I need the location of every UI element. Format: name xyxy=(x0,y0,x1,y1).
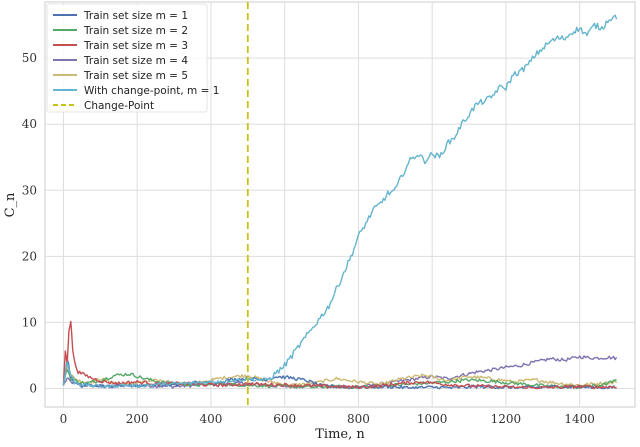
x-tick-label: 400 xyxy=(199,412,222,426)
y-tick-label: 0 xyxy=(29,382,37,396)
series-line-2 xyxy=(62,369,617,390)
legend: Train set size m = 1 Train set size m = 2… xyxy=(46,3,219,113)
series-line-6 xyxy=(62,14,618,389)
y-tick-label: 30 xyxy=(22,183,37,197)
x-tick-label: 200 xyxy=(126,412,149,426)
legend-box xyxy=(46,3,208,113)
legend-entry: Train set size m = 5 xyxy=(83,70,188,82)
series-layer xyxy=(62,14,618,390)
x-tick-label: 0 xyxy=(60,412,68,426)
legend-entry: With change-point, m = 1 xyxy=(84,85,219,97)
x-axis-label: Time, n xyxy=(315,427,365,442)
legend-entry: Change-Point xyxy=(84,100,154,112)
legend-entry: Train set size m = 4 xyxy=(83,55,188,67)
tick-labels: 0 200 400 600 800 1000 1200 1400 0 10 20 30 40 50 xyxy=(22,51,595,426)
x-tick-label: 600 xyxy=(273,412,296,426)
x-tick-label: 1200 xyxy=(491,412,522,426)
series-line-3 xyxy=(62,320,617,390)
y-tick-label: 10 xyxy=(22,315,37,329)
legend-entry: Train set size m = 1 xyxy=(83,10,188,22)
x-tick-label: 1400 xyxy=(564,412,595,426)
y-tick-label: 50 xyxy=(22,51,37,65)
y-tick-label: 40 xyxy=(22,117,37,131)
y-axis-label: C_n xyxy=(3,192,18,217)
x-tick-label: 800 xyxy=(347,412,370,426)
x-tick-label: 1000 xyxy=(417,412,448,426)
legend-entry: Train set size m = 3 xyxy=(83,40,188,52)
y-tick-label: 20 xyxy=(22,249,37,263)
legend-entry: Train set size m = 2 xyxy=(83,25,188,37)
